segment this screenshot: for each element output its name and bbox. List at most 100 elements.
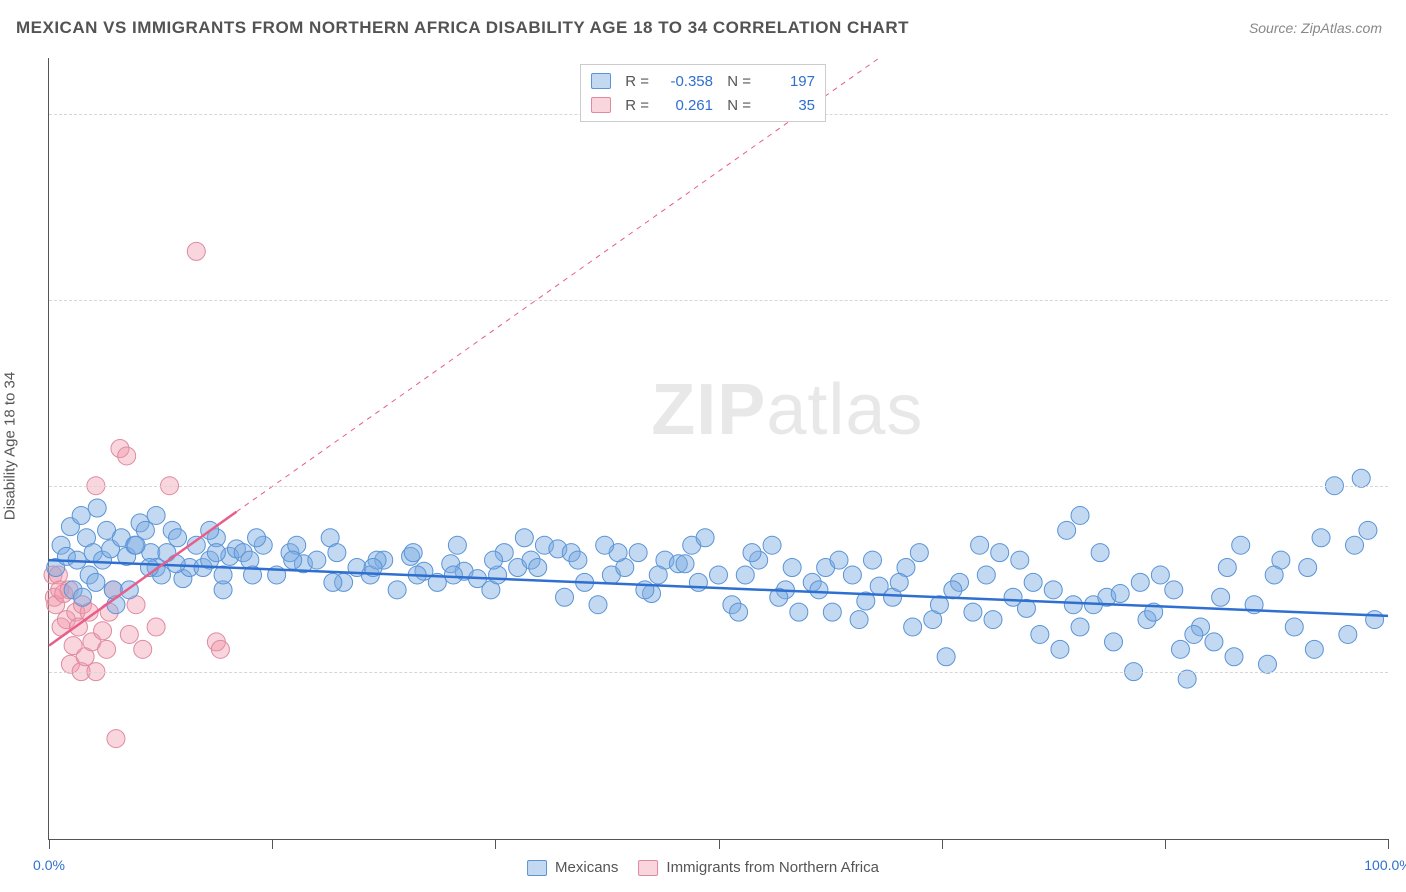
data-point — [1044, 581, 1062, 599]
data-point — [1312, 529, 1330, 547]
data-point — [1305, 640, 1323, 658]
data-point — [529, 559, 547, 577]
data-point — [1185, 625, 1203, 643]
data-point — [1265, 566, 1283, 584]
legend-label: Immigrants from Northern Africa — [666, 859, 879, 876]
plot-area: 5.0%10.0%15.0%20.0%0.0%100.0% — [48, 58, 1388, 840]
data-point — [1051, 640, 1069, 658]
data-point — [87, 573, 105, 591]
data-point — [944, 581, 962, 599]
legend-swatch — [591, 73, 611, 89]
data-point — [904, 618, 922, 636]
x-tick — [1388, 839, 1389, 849]
x-tick — [495, 839, 496, 849]
data-point — [120, 625, 138, 643]
data-point — [1299, 559, 1317, 577]
data-point — [187, 242, 205, 260]
data-point — [1111, 585, 1129, 603]
data-point — [485, 551, 503, 569]
data-point — [1232, 536, 1250, 554]
data-point — [127, 536, 145, 554]
data-point — [388, 581, 406, 599]
data-point — [1205, 633, 1223, 651]
legend-correlation-row: R =-0.358 N =197 — [591, 69, 815, 93]
data-point — [1071, 618, 1089, 636]
data-point — [1352, 469, 1370, 487]
legend-swatch — [527, 860, 547, 876]
gridline — [49, 300, 1388, 301]
data-point — [248, 529, 266, 547]
data-point — [328, 544, 346, 562]
data-point — [1091, 544, 1109, 562]
data-point — [98, 640, 116, 658]
data-point — [730, 603, 748, 621]
data-point — [94, 622, 112, 640]
data-point — [1151, 566, 1169, 584]
trend-line-extension — [236, 58, 879, 512]
x-tick — [49, 839, 50, 849]
data-point — [937, 648, 955, 666]
data-point — [676, 555, 694, 573]
data-point — [1212, 588, 1230, 606]
data-point — [984, 611, 1002, 629]
data-point — [207, 544, 225, 562]
x-tick — [1165, 839, 1166, 849]
data-point — [977, 566, 995, 584]
data-point — [88, 499, 106, 517]
chart-svg — [49, 58, 1388, 839]
legend-label: Mexicans — [555, 859, 618, 876]
data-point — [1071, 506, 1089, 524]
data-point — [1359, 521, 1377, 539]
legend-series-item: Immigrants from Northern Africa — [638, 859, 879, 876]
data-point — [569, 551, 587, 569]
data-point — [1165, 581, 1183, 599]
data-point — [763, 536, 781, 554]
y-tick-label: 5.0% — [1394, 664, 1406, 680]
legend-correlation-row: R =0.261 N =35 — [591, 93, 815, 117]
data-point — [910, 544, 928, 562]
chart-title: MEXICAN VS IMMIGRANTS FROM NORTHERN AFRI… — [16, 18, 909, 38]
data-point — [890, 573, 908, 591]
data-point — [1024, 573, 1042, 591]
data-point — [1366, 611, 1384, 629]
data-point — [404, 544, 422, 562]
data-point — [863, 551, 881, 569]
data-point — [211, 640, 229, 658]
data-point — [1285, 618, 1303, 636]
data-point — [1346, 536, 1364, 554]
y-tick-label: 15.0% — [1394, 292, 1406, 308]
data-point — [1258, 655, 1276, 673]
data-point — [696, 529, 714, 547]
data-point — [1064, 596, 1082, 614]
data-point — [72, 506, 90, 524]
data-point — [556, 588, 574, 606]
data-point — [118, 447, 136, 465]
data-point — [107, 730, 125, 748]
data-point — [830, 551, 848, 569]
data-point — [783, 559, 801, 577]
data-point — [743, 544, 761, 562]
gridline — [49, 486, 1388, 487]
x-tick — [272, 839, 273, 849]
data-point — [991, 544, 1009, 562]
source-label: Source: ZipAtlas.com — [1249, 20, 1382, 36]
data-point — [1011, 551, 1029, 569]
gridline — [49, 672, 1388, 673]
data-point — [147, 506, 165, 524]
data-point — [284, 551, 302, 569]
legend-swatch — [591, 97, 611, 113]
data-point — [1225, 648, 1243, 666]
x-tick — [942, 839, 943, 849]
y-tick-label: 10.0% — [1394, 478, 1406, 494]
data-point — [448, 536, 466, 554]
data-point — [1218, 559, 1236, 577]
data-point — [736, 566, 754, 584]
data-point — [1105, 633, 1123, 651]
data-point — [964, 603, 982, 621]
x-tick-label: 100.0% — [1364, 857, 1406, 873]
data-point — [689, 573, 707, 591]
data-point — [589, 596, 607, 614]
data-point — [324, 573, 342, 591]
data-point — [596, 536, 614, 554]
data-point — [73, 588, 91, 606]
